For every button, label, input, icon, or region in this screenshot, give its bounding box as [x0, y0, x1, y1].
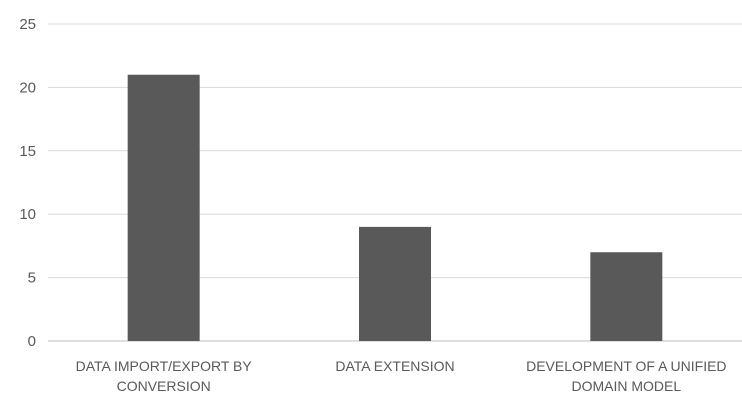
y-tick-label: 0: [28, 333, 36, 350]
y-axis-ticks: 0 5 10 15 20 25: [19, 16, 36, 350]
x-category-label: DOMAIN MODEL: [571, 378, 681, 394]
x-category-label: DEVELOPMENT OF A UNIFIED: [526, 358, 726, 374]
bar: [127, 74, 200, 341]
y-tick-label: 10: [19, 206, 36, 223]
y-tick-label: 5: [28, 270, 36, 287]
bar: [359, 226, 431, 341]
bar: [590, 252, 663, 341]
x-axis-categories: DATA IMPORT/EXPORT BY CONVERSION DATA EXTE…: [76, 358, 727, 394]
y-tick-label: 20: [19, 79, 36, 96]
x-category-label: CONVERSION: [117, 378, 211, 394]
y-tick-label: 15: [19, 143, 36, 160]
bars: [127, 74, 663, 341]
y-tick-label: 25: [19, 16, 36, 33]
x-category-label: DATA IMPORT/EXPORT BY: [76, 358, 253, 374]
x-category-label: DATA EXTENSION: [335, 358, 454, 374]
